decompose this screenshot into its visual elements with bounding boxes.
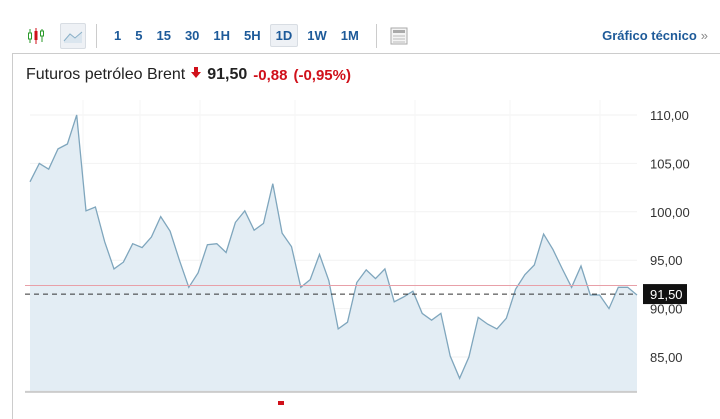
- interval-1M[interactable]: 1M: [336, 25, 364, 46]
- last-price: 91,50: [207, 66, 247, 84]
- divider: [376, 24, 377, 48]
- interval-1H[interactable]: 1H: [208, 25, 235, 46]
- y-tick-label: 110,00: [650, 108, 689, 123]
- arrow-down-icon: [191, 66, 201, 84]
- candlestick-icon[interactable]: [24, 24, 48, 48]
- area-fill: [30, 115, 637, 391]
- interval-30[interactable]: 30: [180, 25, 204, 46]
- current-price-label: 91,50: [650, 287, 683, 302]
- y-tick-label: 105,00: [650, 156, 690, 171]
- quote-header: Futuros petróleo Brent 91,50 -0,88 (-0,9…: [26, 66, 351, 84]
- price-change: -0,88: [253, 67, 287, 84]
- event-marker: [278, 401, 284, 405]
- y-tick-label: 95,00: [650, 253, 683, 268]
- interval-5[interactable]: 5: [130, 25, 147, 46]
- interval-1W[interactable]: 1W: [302, 25, 332, 46]
- technical-chart-label: Gráfico técnico: [602, 28, 697, 43]
- interval-15[interactable]: 15: [151, 25, 175, 46]
- technical-chart-link[interactable]: Gráfico técnico »: [602, 28, 708, 43]
- interval-1[interactable]: 1: [109, 25, 126, 46]
- interval-5H[interactable]: 5H: [239, 25, 266, 46]
- area-chart-icon[interactable]: [60, 23, 86, 49]
- divider: [96, 24, 97, 48]
- y-tick-label: 100,00: [650, 205, 690, 220]
- data-table-icon[interactable]: [387, 24, 411, 48]
- interval-1D[interactable]: 1D: [270, 24, 299, 47]
- y-tick-label: 85,00: [650, 350, 683, 365]
- instrument-name: Futuros petróleo Brent: [26, 66, 185, 84]
- double-chevron-right-icon: »: [701, 28, 708, 43]
- price-change-percent: (-0,95%): [293, 67, 351, 84]
